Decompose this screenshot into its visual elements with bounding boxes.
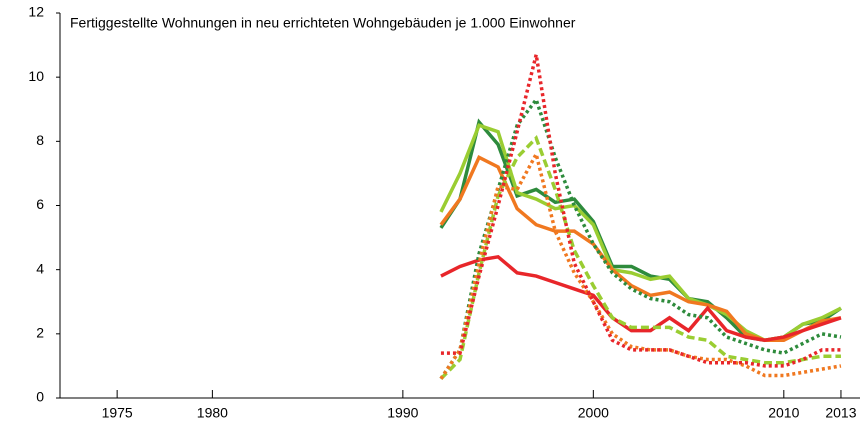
line-series [440,254,842,343]
y-tick-label: 2 [36,325,44,341]
y-tick-label: 10 [28,68,44,84]
line-series [439,95,842,380]
y-tick-label: 12 [28,4,44,20]
line-series [439,118,842,343]
line-series [440,54,841,368]
x-tick-label: 1975 [102,405,133,421]
x-tick-label: 1990 [387,405,418,421]
line-series [439,134,841,380]
x-tick-label: 1980 [197,405,228,421]
chart-title: Fertiggestellte Wohnungen in neu erricht… [70,15,576,31]
line-series [439,123,842,343]
line-series [439,149,842,380]
y-tick-label: 6 [36,196,44,212]
y-tick-label: 4 [36,260,44,276]
x-tick-label: 2000 [578,405,609,421]
x-tick-label: 2013 [825,405,856,421]
y-tick-label: 0 [36,389,44,405]
y-tick-label: 8 [36,132,44,148]
x-tick-label: 2010 [768,405,799,421]
